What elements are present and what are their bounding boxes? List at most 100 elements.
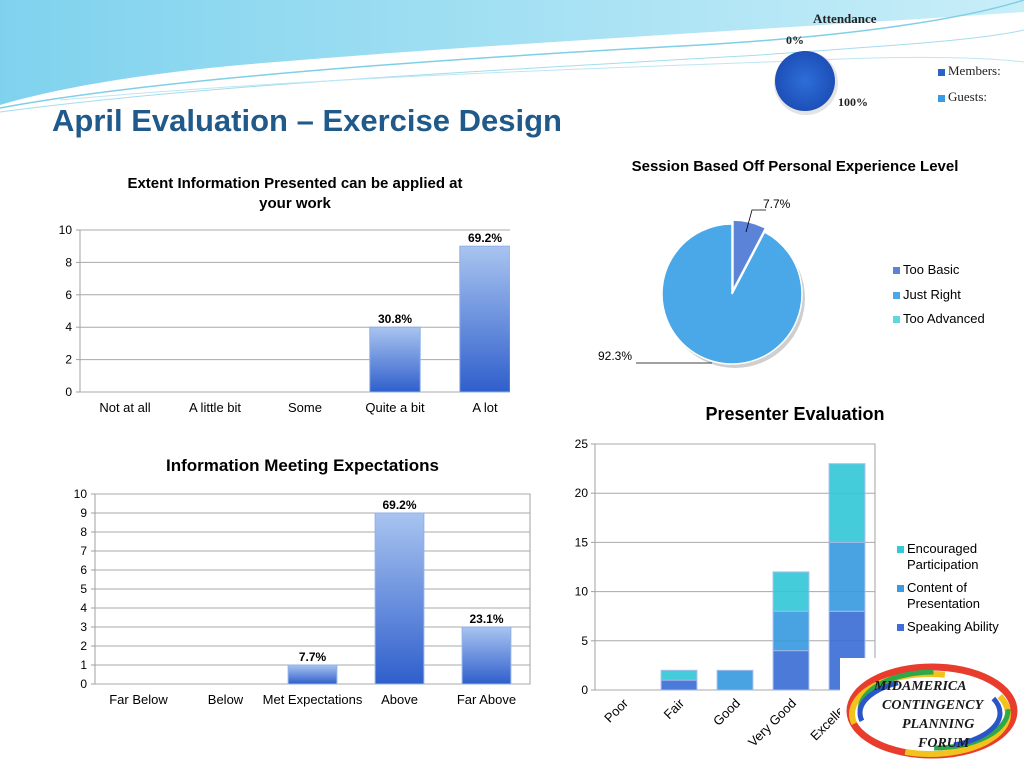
y-tick-label: 7 — [80, 544, 87, 558]
bar-segment — [660, 669, 698, 681]
attendance-pie — [774, 51, 838, 115]
legend-swatch — [893, 291, 900, 299]
bar — [287, 664, 338, 685]
x-tick-label: Far Below — [109, 692, 168, 707]
header-swoosh-fill — [0, 0, 1024, 105]
y-tick-label: 10 — [74, 487, 88, 501]
y-tick-label: 25 — [575, 437, 589, 451]
attendance-label-bottom: 100% — [838, 95, 868, 109]
y-tick-label: 3 — [80, 620, 87, 634]
data-label: 69.2% — [382, 498, 416, 512]
data-label: 92.3% — [598, 349, 632, 363]
x-tick-label: Some — [288, 400, 322, 415]
y-tick-label: 8 — [80, 525, 87, 539]
pie-slice — [732, 219, 767, 291]
logo-text: MIDAMERICA — [873, 679, 967, 694]
chart-session-legend: Too Basic Just Right Too Advanced — [893, 262, 985, 336]
header-swoosh-line — [0, 0, 1024, 109]
x-tick-label: Fair — [661, 695, 688, 722]
bar-segment — [772, 650, 810, 691]
slide-title: April Evaluation – Exercise Design — [52, 103, 562, 138]
header-background — [0, 0, 1024, 113]
data-label: 23.1% — [469, 612, 503, 626]
legend-item: Encouraged Participation — [897, 541, 1022, 573]
y-tick-label: 15 — [575, 535, 589, 549]
legend-swatch — [938, 94, 945, 102]
chart-extent-title: Extent Information Presented can be appl… — [127, 175, 463, 212]
y-tick-label: 0 — [80, 677, 87, 691]
data-label: 7.7% — [763, 197, 791, 211]
chart-presenter-title: Presenter Evaluation — [705, 404, 885, 424]
data-label: 7.7% — [299, 650, 327, 664]
legend-swatch — [897, 546, 904, 553]
logo-text: PLANNING — [902, 717, 974, 732]
y-tick-label: 10 — [59, 223, 73, 237]
x-tick-label: Very Good — [745, 696, 799, 750]
bar — [369, 326, 421, 393]
bar-segment — [828, 541, 866, 612]
x-tick-label: Met Expectations — [263, 692, 363, 707]
bar-segment — [716, 669, 754, 691]
legend-swatch — [897, 585, 904, 592]
legend-swatch — [893, 267, 900, 275]
y-tick-label: 8 — [65, 255, 72, 269]
legend-item: Too Basic — [893, 262, 985, 287]
legend-item: Just Right — [893, 287, 985, 312]
x-tick-label: Not at all — [99, 400, 150, 415]
y-tick-label: 5 — [80, 582, 87, 596]
bar-segment — [660, 679, 698, 691]
y-tick-label: 6 — [80, 563, 87, 577]
y-tick-label: 4 — [65, 320, 72, 334]
x-tick-label: Far Above — [457, 692, 516, 707]
y-tick-label: 0 — [65, 385, 72, 399]
y-tick-label: 20 — [575, 486, 589, 500]
chart-session: 7.7% 92.3% — [598, 197, 805, 368]
header-swoosh-line — [0, 29, 1024, 113]
y-tick-label: 4 — [80, 601, 87, 615]
legend-swatch — [893, 316, 900, 324]
y-tick-label: 0 — [581, 683, 588, 697]
logo-ring-blue — [857, 676, 1003, 750]
attendance-pie-slice — [775, 51, 835, 111]
x-tick-label: Quite a bit — [365, 400, 425, 415]
x-tick-label: Good — [710, 696, 743, 729]
legend-item: Speaking Ability — [897, 619, 1022, 635]
y-tick-label: 2 — [65, 353, 72, 367]
midamerica-logo: MIDAMERICA CONTINGENCY PLANNING FORUM — [840, 658, 1024, 768]
y-tick-label: 9 — [80, 506, 87, 520]
y-tick-label: 10 — [575, 585, 589, 599]
legend-item: Content of Presentation — [897, 580, 1022, 612]
attendance-legend-members: Members: — [938, 63, 1001, 79]
y-tick-label: 2 — [80, 639, 87, 653]
pie-slice — [661, 223, 803, 365]
bar — [461, 626, 512, 685]
legend-item: Too Advanced — [893, 311, 985, 336]
logo-text: CONTINGENCY — [882, 698, 985, 713]
x-tick-label: Below — [208, 692, 244, 707]
logo-text: FORUM — [917, 736, 970, 751]
x-tick-label: Poor — [601, 695, 631, 725]
header-swoosh-line — [59, 56, 1024, 101]
chart-presenter-legend: Encouraged Participation Content of Pres… — [897, 541, 1022, 635]
leader-line — [745, 209, 766, 233]
chart-session-title: Session Based Off Personal Experience Le… — [631, 158, 959, 175]
x-tick-label: Above — [381, 692, 418, 707]
plot-area — [79, 229, 510, 393]
x-tick-label: A little bit — [189, 400, 241, 415]
y-tick-label: 5 — [581, 634, 588, 648]
x-tick-label: A lot — [472, 400, 498, 415]
bar-segment — [828, 463, 866, 543]
chart-expectations-title: Information Meeting Expectations — [166, 456, 439, 475]
bar-segment — [772, 571, 810, 612]
attendance-legend-guests: Guests: — [938, 89, 987, 105]
bar-segment — [772, 610, 810, 652]
bar — [374, 512, 425, 685]
attendance-label-top: 0% — [786, 33, 804, 47]
data-label: 30.8% — [378, 312, 412, 326]
legend-swatch — [938, 68, 945, 76]
data-label: 69.2% — [468, 231, 502, 245]
attendance-title: Attendance — [813, 11, 877, 26]
y-tick-label: 6 — [65, 288, 72, 302]
chart-expectations: 0 1 2 3 4 5 6 7 8 9 10 Far Below Below 7.7% Met Expect… — [74, 487, 531, 707]
